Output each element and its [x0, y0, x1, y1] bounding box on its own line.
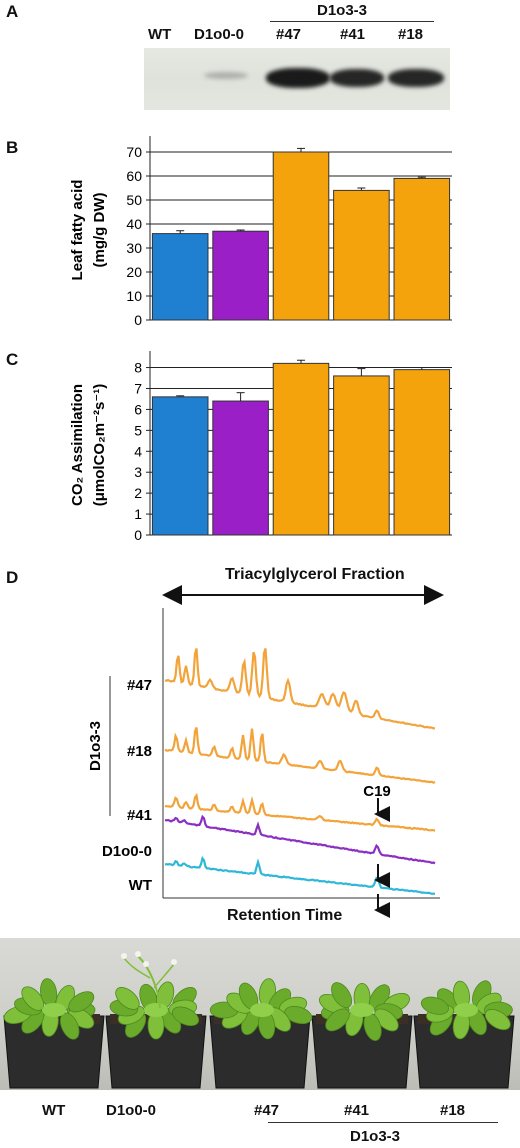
plant-label-wt: WT — [42, 1102, 66, 1119]
trace-41 — [164, 792, 436, 832]
chart-b-ytick-label: 10 — [126, 288, 142, 304]
plant-label-47: #47 — [254, 1102, 280, 1119]
blot-band-41 — [330, 69, 384, 87]
chart-c: CO₂ Assimilation (μmolCO₂m⁻²s⁻¹) 0 1 2 3 4 5 6… — [69, 351, 452, 543]
retention-time-label: Retention Time — [227, 907, 343, 924]
chart-c-ylabel: CO₂ Assimilation (μmolCO₂m⁻²s⁻¹) — [69, 384, 108, 507]
chart-b-bar-0 — [151, 233, 209, 321]
plant-group-line — [268, 1122, 498, 1123]
trace-label-d1o00: D1o0-0 — [102, 843, 152, 860]
plant-1 — [109, 981, 200, 1040]
panel-label-c: C — [6, 350, 19, 369]
chart-c-ytick-label: 0 — [134, 527, 142, 543]
plant-label-18: #18 — [440, 1102, 466, 1119]
chart-c-ylabel-line2: (μmolCO₂m⁻²s⁻¹) — [91, 384, 108, 507]
chart-b-ytick-label: 0 — [134, 312, 142, 328]
chart-c-ytick-label: 1 — [134, 506, 142, 522]
western-blot-image — [144, 48, 450, 110]
chart-c-ytick-label: 8 — [134, 360, 142, 376]
chart-b-bar-2 — [272, 151, 330, 321]
panel-label-b: B — [6, 138, 19, 157]
lane-group-label: D1o3-3 — [317, 2, 368, 19]
plant-2 — [209, 978, 313, 1040]
blot-band-faint — [204, 72, 248, 79]
blot-band-18 — [388, 69, 444, 87]
trace-18 — [164, 727, 436, 784]
plant-0 — [3, 978, 96, 1040]
trace-d1o00 — [164, 814, 436, 865]
chart-c-bar-4 — [393, 369, 451, 536]
plant-photo-drawing — [3, 951, 515, 1089]
blot-band-47 — [266, 68, 330, 88]
chart-b-bar-4 — [393, 177, 451, 321]
peak-label-c19: C19 — [363, 783, 391, 800]
chart-b-ylabel-line2: (mg/g DW) — [91, 193, 108, 268]
chart-c-ytick-label: 4 — [134, 443, 142, 459]
chart-c-bar-1 — [212, 400, 269, 536]
trace-label-18: #18 — [127, 743, 152, 760]
plant-4 — [420, 980, 513, 1040]
trace-label-41: #41 — [127, 807, 152, 824]
trace-47 — [164, 648, 436, 730]
chart-c-ytick-label: 5 — [134, 422, 142, 438]
chart-c-ytick-label: 2 — [134, 485, 142, 501]
chart-b-ytick-label: 70 — [126, 144, 142, 160]
lane-label-47: #47 — [276, 26, 302, 43]
plant-photo — [0, 938, 520, 1090]
chart-b-ytick-label: 40 — [126, 216, 142, 232]
fraction-label: Triacylglycerol Fraction — [225, 566, 405, 583]
chart-b-ytick-label: 60 — [126, 168, 142, 184]
lane-label-41: #41 — [340, 26, 366, 43]
chart-c-ytick-label: 3 — [134, 464, 142, 480]
chart-b-ytick-label: 30 — [126, 240, 142, 256]
trace-label-47: #47 — [127, 677, 152, 694]
lane-label-18: #18 — [398, 26, 424, 43]
lane-label-d1o00: D1o0-0 — [194, 26, 245, 43]
chart-b-ytick-label: 50 — [126, 192, 142, 208]
chart-b-bar-3 — [333, 189, 390, 321]
chart-c-bar-0 — [151, 396, 209, 536]
panel-label-a: A — [6, 2, 19, 21]
plant-3 — [318, 982, 410, 1041]
chart-c-bar-2 — [272, 362, 330, 536]
chart-b-ylabel-line1: Leaf fatty acid — [69, 180, 86, 281]
chart-b-ytick-label: 20 — [126, 264, 142, 280]
panel-label-d: D — [6, 568, 19, 587]
chart-b: Leaf fatty acid (mg/g DW) 0 10 20 30 40 50 60 7… — [69, 136, 452, 328]
chromatogram-panel: C19 #47 #18 #41 D1o0-0 WT D1o3-3 — [87, 585, 444, 918]
trace-wt — [164, 855, 436, 895]
chart-b-ylabel: Leaf fatty acid (mg/g DW) — [69, 180, 108, 281]
lane-group-line — [270, 21, 434, 22]
flowering-stem — [121, 951, 177, 1009]
trace-label-wt: WT — [129, 877, 152, 894]
chart-c-bar-3 — [333, 375, 390, 536]
plant-label-d1o00: D1o0-0 — [106, 1102, 157, 1119]
lane-label-wt: WT — [148, 26, 172, 43]
chart-c-ylabel-line1: CO₂ Assimilation — [69, 384, 86, 506]
plant-label-41: #41 — [344, 1102, 370, 1119]
plant-group-label: D1o3-3 — [350, 1128, 401, 1145]
trace-group-label: D1o3-3 — [87, 721, 104, 771]
chart-c-ytick-label: 6 — [134, 401, 142, 417]
chart-c-ytick-label: 7 — [134, 380, 142, 396]
chart-b-bar-1 — [212, 230, 269, 321]
